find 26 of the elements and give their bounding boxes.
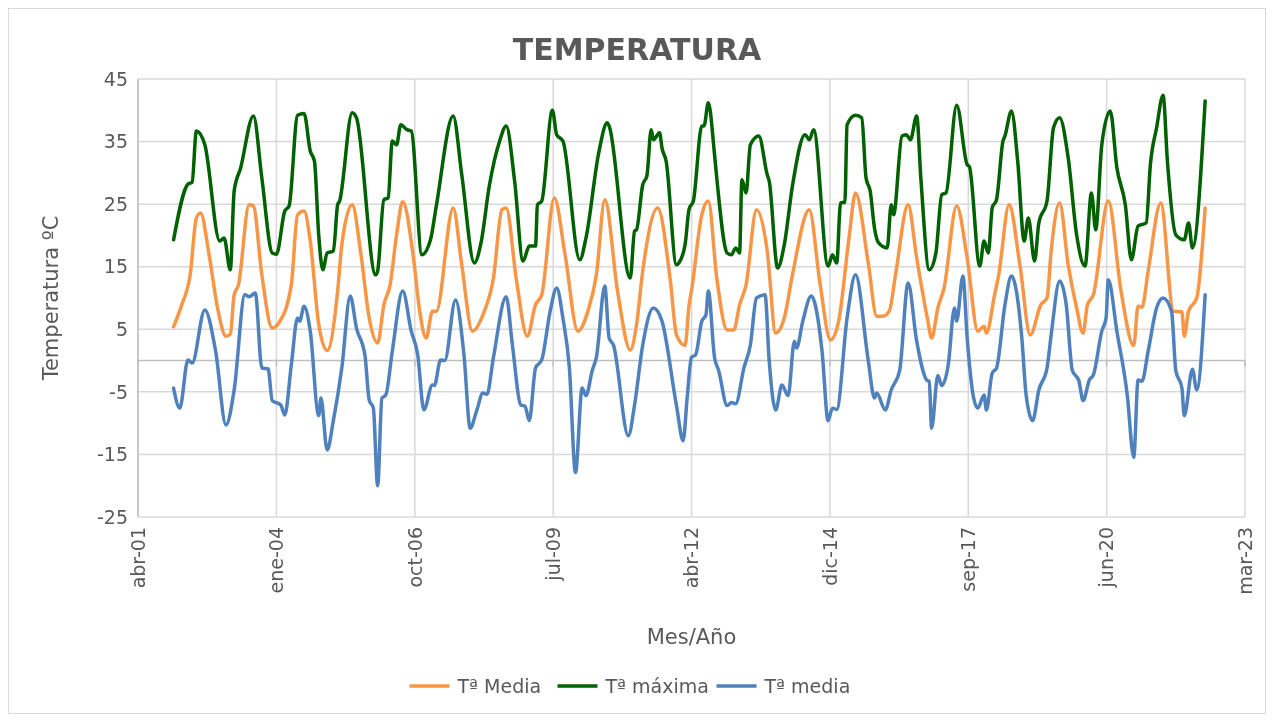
x-tick-label: mar-23 xyxy=(1233,527,1256,595)
legend-label: Tª máxima xyxy=(604,674,709,697)
y-tick-label: -25 xyxy=(96,505,128,528)
x-axis-title: Mes/Año xyxy=(646,625,737,649)
x-tick-label: abr-01 xyxy=(126,527,149,589)
chart-title: TEMPERATURA xyxy=(512,32,762,67)
y-tick-label: 35 xyxy=(103,130,128,153)
line-series xyxy=(171,273,1207,488)
y-tick-label: -15 xyxy=(96,443,128,466)
x-tick-label: oct-06 xyxy=(403,527,426,588)
x-tick-label: abr-12 xyxy=(680,527,703,589)
y-tick-label: -5 xyxy=(109,380,128,403)
line-series xyxy=(171,191,1207,353)
x-tick-label: jun-20 xyxy=(1095,527,1118,589)
x-tick-label: sep-17 xyxy=(956,527,979,592)
x-tick-label: ene-04 xyxy=(265,527,288,594)
y-tick-label: 5 xyxy=(115,317,128,340)
legend-label: Tª Media xyxy=(456,674,542,697)
y-tick-label: 45 xyxy=(103,67,128,90)
y-tick-label: 15 xyxy=(103,255,128,278)
x-tick-label: jul-09 xyxy=(541,527,564,582)
line-series xyxy=(171,93,1207,280)
x-tick-label: dic-14 xyxy=(818,527,841,586)
y-axis-title: Temperatura ºC xyxy=(39,215,63,382)
legend-label: Tª media xyxy=(763,674,851,697)
y-tick-label: 25 xyxy=(103,192,128,215)
